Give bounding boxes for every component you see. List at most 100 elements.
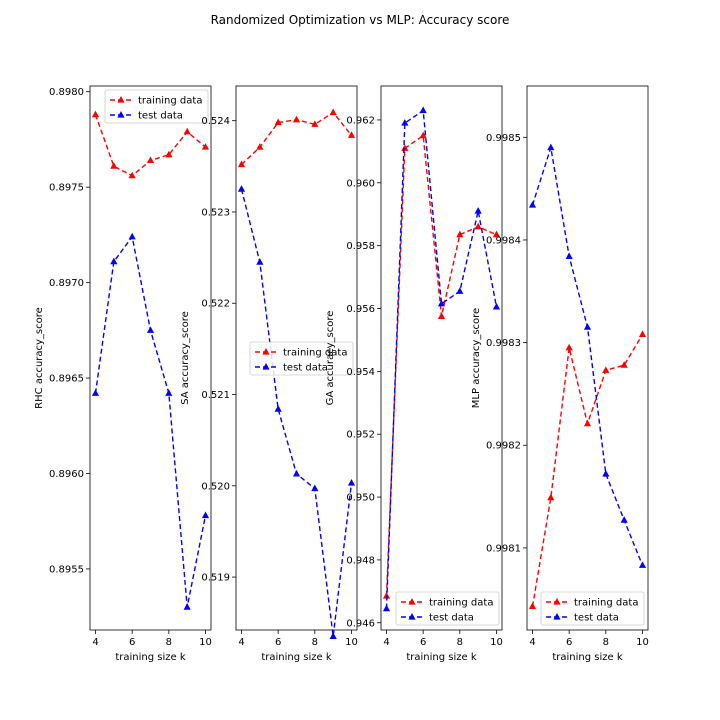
rhc-ytick-label: 0.8965 bbox=[49, 374, 84, 385]
rhc-test-point bbox=[91, 389, 100, 396]
sa-training-point bbox=[311, 120, 319, 127]
mlp-ytick-label: 0.9982 bbox=[486, 441, 521, 452]
ga-training-point bbox=[492, 230, 501, 238]
mlp-training-point bbox=[528, 602, 537, 609]
sa-training-point bbox=[256, 143, 264, 150]
sa-test-point bbox=[311, 484, 319, 492]
rhc-training-point bbox=[128, 171, 136, 179]
rhc-axes-frame bbox=[89, 85, 212, 631]
sa-training-point bbox=[292, 115, 301, 123]
sa-xtick-label: 4 bbox=[238, 637, 244, 648]
mlp-training-point bbox=[565, 343, 573, 351]
ga-ytick-label: 0.958 bbox=[346, 241, 375, 252]
mlp-test-point bbox=[583, 323, 592, 330]
mlp-xtick-label: 8 bbox=[603, 637, 609, 648]
ga-training-point bbox=[401, 144, 409, 151]
ga-axes-frame bbox=[380, 85, 503, 631]
mlp-ytick-label: 0.9985 bbox=[486, 133, 521, 144]
ga-training-point bbox=[382, 592, 391, 599]
rhc-legend-label: test data bbox=[138, 111, 183, 122]
figure-title: Randomized Optimization vs MLP: Accuracy… bbox=[211, 13, 510, 27]
ga-legend-marker bbox=[408, 613, 416, 620]
rhc-xtick-label: 8 bbox=[166, 637, 172, 648]
mlp-xtick-label: 6 bbox=[566, 637, 572, 648]
rhc-training-point bbox=[91, 110, 100, 118]
rhc-test-point bbox=[110, 257, 118, 265]
sa-xtick-label: 8 bbox=[312, 637, 318, 648]
rhc-ytick-label: 0.8970 bbox=[49, 278, 84, 289]
sa-ylabel: SA accuracy_score bbox=[180, 311, 191, 405]
ga-legend-marker bbox=[408, 598, 416, 605]
sa-training-point bbox=[237, 160, 246, 168]
rhc-xlabel: training size k bbox=[115, 652, 185, 663]
ga-legend-label: test data bbox=[429, 613, 474, 624]
ga-xtick-label: 6 bbox=[420, 637, 426, 648]
rhc-test-point bbox=[165, 389, 173, 396]
sa-axes-frame bbox=[235, 85, 358, 631]
mlp-legend-label: training data bbox=[574, 598, 638, 609]
sa-training-point bbox=[274, 118, 282, 126]
rhc-legend-label: training data bbox=[138, 96, 202, 107]
sa-ytick-label: 0.523 bbox=[201, 207, 230, 218]
ga-training-point bbox=[419, 131, 427, 139]
sa-ytick-label: 0.520 bbox=[201, 481, 230, 492]
ga-test-point bbox=[382, 604, 391, 612]
rhc-training-point bbox=[201, 143, 210, 150]
rhc-test-point bbox=[128, 232, 136, 240]
ga-test-point bbox=[474, 207, 482, 214]
sa-xtick-label: 10 bbox=[345, 637, 358, 648]
ga-ytick-label: 0.950 bbox=[346, 493, 375, 504]
ga-test-point bbox=[437, 299, 446, 307]
rhc-ytick-label: 0.8975 bbox=[49, 183, 84, 194]
sa-ytick-label: 0.522 bbox=[201, 299, 230, 310]
sa-test-point bbox=[292, 469, 301, 477]
rhc-ytick-label: 0.8960 bbox=[49, 469, 84, 480]
rhc-training-point bbox=[183, 127, 191, 135]
sa-test-point bbox=[256, 258, 264, 265]
sa-test-point bbox=[329, 632, 337, 639]
sa-training-point bbox=[347, 131, 356, 138]
sa-ytick-label: 0.519 bbox=[201, 573, 230, 584]
rhc-test-point bbox=[183, 603, 191, 610]
sa-legend-label: training data bbox=[283, 348, 347, 359]
rhc-training-point bbox=[110, 162, 118, 169]
ga-ylabel: GA accuracy_score bbox=[325, 311, 336, 406]
rhc-test-point bbox=[146, 326, 155, 333]
mlp-test-point bbox=[547, 143, 555, 151]
mlp-test-point bbox=[638, 561, 647, 568]
rhc-xtick-label: 4 bbox=[92, 637, 98, 648]
ga-legend-label: training data bbox=[429, 598, 493, 609]
mlp-ytick-label: 0.9983 bbox=[486, 338, 521, 349]
sa-ytick-label: 0.521 bbox=[201, 390, 230, 401]
ga-test-point bbox=[456, 287, 464, 294]
sa-training-point bbox=[329, 108, 337, 116]
rhc-test-point bbox=[201, 511, 210, 519]
sa-test-point bbox=[237, 185, 246, 192]
rhc-legend-marker bbox=[117, 111, 125, 118]
sa-ytick-label: 0.524 bbox=[201, 116, 230, 127]
ga-xtick-label: 10 bbox=[490, 637, 503, 648]
rhc-ytick-label: 0.8980 bbox=[49, 87, 84, 98]
mlp-xlabel: training size k bbox=[552, 652, 622, 663]
mlp-training-point bbox=[620, 361, 628, 368]
ga-ytick-label: 0.962 bbox=[346, 115, 375, 126]
mlp-xtick-label: 10 bbox=[636, 637, 649, 648]
ga-training-point bbox=[456, 230, 464, 238]
mlp-test-point bbox=[565, 252, 573, 259]
mlp-test-point bbox=[620, 516, 628, 523]
mlp-training-point bbox=[638, 330, 647, 337]
mlp-legend-marker bbox=[553, 598, 561, 605]
ga-test-point bbox=[492, 302, 501, 310]
mlp-ylabel: MLP accuracy_score bbox=[471, 308, 482, 408]
sa-xtick-label: 6 bbox=[275, 637, 281, 648]
sa-legend-label: test data bbox=[283, 363, 328, 374]
mlp-training-point bbox=[547, 493, 555, 501]
mlp-training-point bbox=[583, 419, 592, 427]
mlp-xtick-label: 4 bbox=[529, 637, 535, 648]
rhc-ytick-label: 0.8955 bbox=[49, 564, 84, 575]
ga-xtick-label: 8 bbox=[457, 637, 463, 648]
ga-ytick-label: 0.946 bbox=[346, 618, 375, 629]
rhc-xtick-label: 10 bbox=[199, 637, 212, 648]
mlp-training-point bbox=[602, 366, 610, 373]
